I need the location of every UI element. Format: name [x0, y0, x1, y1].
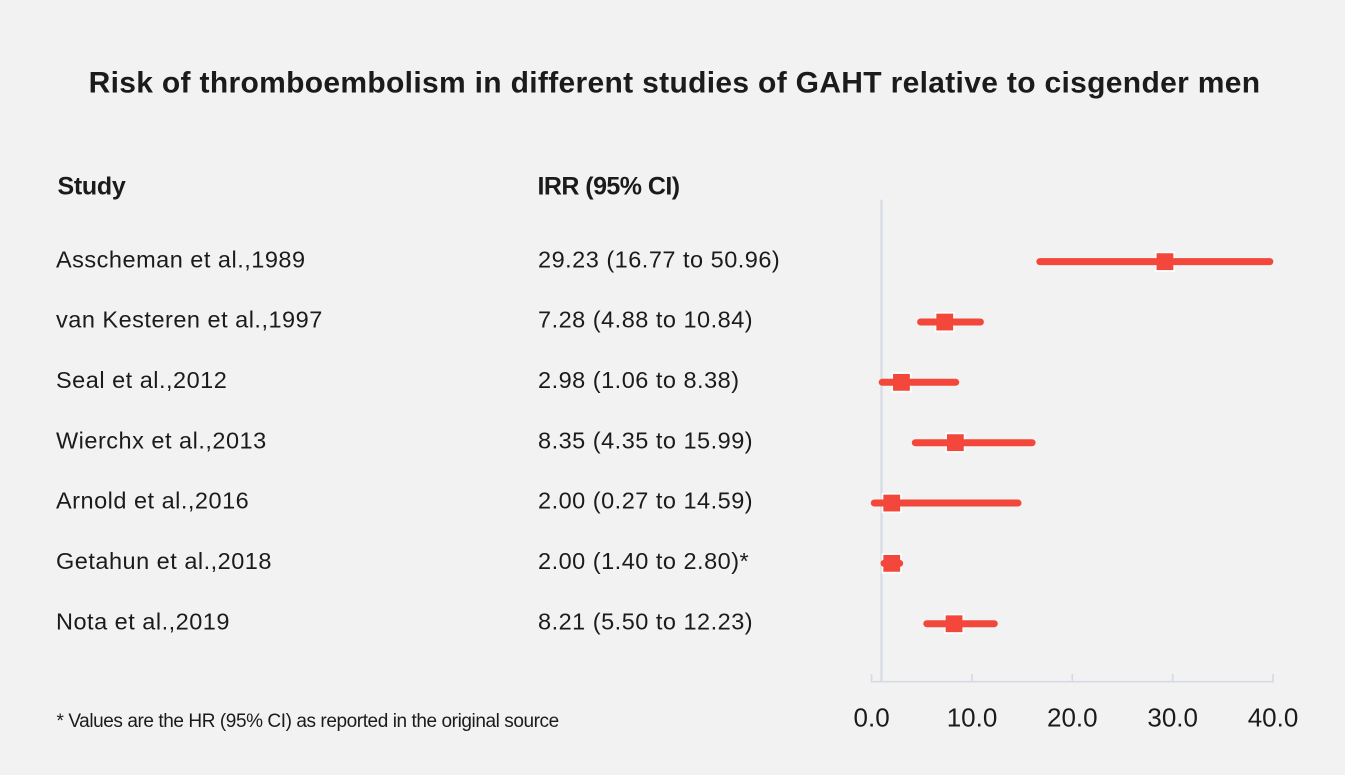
svg-text:Asscheman et al.,1989: Asscheman et al.,1989 — [56, 246, 306, 272]
svg-text:van Kesteren et al.,1997: van Kesteren et al.,1997 — [56, 307, 323, 333]
svg-text:2.00 (0.27 to 14.59): 2.00 (0.27 to 14.59) — [538, 488, 753, 514]
svg-text:IRR (95% CI): IRR (95% CI) — [538, 173, 680, 201]
svg-text:2.00 (1.40 to 2.80)*: 2.00 (1.40 to 2.80)* — [538, 548, 749, 574]
svg-text:7.28 (4.88 to 10.84): 7.28 (4.88 to 10.84) — [538, 307, 753, 333]
svg-text:Risk of thromboembolism in dif: Risk of thromboembolism in different stu… — [89, 67, 1261, 100]
svg-text:Arnold et al.,2016: Arnold et al.,2016 — [56, 488, 249, 514]
svg-text:29.23 (16.77 to 50.96): 29.23 (16.77 to 50.96) — [538, 246, 780, 272]
svg-text:Getahun et al.,2018: Getahun et al.,2018 — [56, 548, 272, 574]
svg-text:Nota et al.,2019: Nota et al.,2019 — [56, 608, 230, 634]
svg-text:Study: Study — [58, 173, 126, 201]
svg-text:40.0: 40.0 — [1248, 703, 1299, 733]
svg-text:20.0: 20.0 — [1047, 703, 1098, 733]
svg-text:30.0: 30.0 — [1147, 703, 1198, 733]
svg-text:8.21 (5.50 to 12.23): 8.21 (5.50 to 12.23) — [538, 608, 753, 634]
svg-text:2.98 (1.06 to 8.38): 2.98 (1.06 to 8.38) — [538, 367, 740, 393]
svg-text:Wierchx et al.,2013: Wierchx et al.,2013 — [56, 427, 267, 453]
svg-text:8.35 (4.35 to 15.99): 8.35 (4.35 to 15.99) — [538, 427, 753, 453]
svg-text:10.0: 10.0 — [947, 703, 998, 733]
svg-text:* Values are the HR (95% CI) a: * Values are the HR (95% CI) as reported… — [57, 711, 559, 732]
svg-text:0.0: 0.0 — [854, 703, 890, 733]
svg-text:Seal et al.,2012: Seal et al.,2012 — [56, 367, 227, 393]
